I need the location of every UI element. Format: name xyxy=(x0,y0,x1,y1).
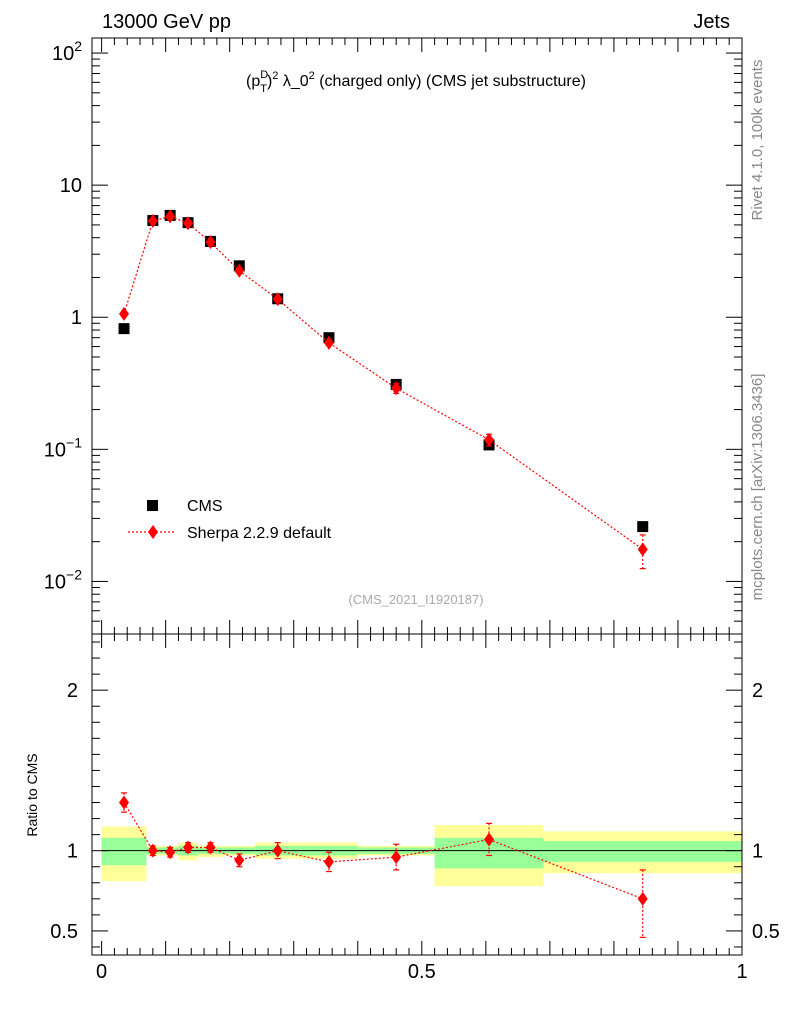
ratio-y-tick-label: 1 xyxy=(67,841,78,863)
main-y-tick-label: 10−2 xyxy=(44,566,82,593)
ratio-y-tick-label-right: 0.5 xyxy=(752,921,780,943)
legend-mc-marker xyxy=(148,525,158,539)
mc-data-point xyxy=(183,216,194,231)
cms-data-point xyxy=(118,323,130,335)
ratio-mc-point xyxy=(165,845,176,860)
mc-data-point xyxy=(165,209,176,224)
mc-data-point xyxy=(637,542,648,557)
cms-data-point xyxy=(637,521,649,533)
main-frame xyxy=(91,37,743,635)
mcplots-label: mcplots.cern.ch [arXiv:1306.3436] xyxy=(749,374,766,601)
ratio-mc-point xyxy=(484,832,495,847)
title-part-sup-2: 2 xyxy=(272,70,278,82)
title-part-sup-d: D xyxy=(260,69,268,81)
ratio-ylabel: Ratio to CMS xyxy=(24,753,40,836)
ratio-frame xyxy=(91,633,743,956)
mc-data-point xyxy=(147,214,158,229)
ratio-y-tick-label-right: 2 xyxy=(752,680,763,702)
mc-data-point xyxy=(234,263,245,278)
ratio-band-inner xyxy=(543,841,742,862)
ratio-x-tick-label: 0.5 xyxy=(408,961,436,983)
header-right: Jets xyxy=(693,11,730,33)
ratio-mc-point xyxy=(234,853,245,868)
mc-data-point xyxy=(323,335,334,350)
main-panel-layer xyxy=(91,37,743,956)
ratio-x-tick-label: 1 xyxy=(736,961,747,983)
plot-title: (pD T)2 λ_02 (charged only) (CMS jet subs… xyxy=(246,69,586,95)
ratio-y-tick-label: 2 xyxy=(67,680,78,702)
title-part-sup-2b: 2 xyxy=(309,70,315,82)
title-part-sub-t: T xyxy=(260,83,267,95)
mc-data-point xyxy=(119,306,130,321)
ratio-y-tick-label-right: 1 xyxy=(752,841,763,863)
main-y-tick-label: 1 xyxy=(71,307,82,329)
legend-cms-label: CMS xyxy=(187,498,223,515)
ratio-mc-point xyxy=(391,850,402,865)
legend: CMS Sherpa 2.2.9 default xyxy=(128,498,332,542)
ratio-mc-line xyxy=(123,802,643,900)
ratio-mc-point xyxy=(183,840,194,855)
ratio-mc-point xyxy=(147,843,158,858)
mc-data-point xyxy=(484,432,495,447)
ratio-mc-point xyxy=(272,843,283,858)
legend-cms-marker xyxy=(147,500,158,511)
mc-data-point xyxy=(272,292,283,307)
title-part-lambda: λ_0 xyxy=(278,73,308,90)
ratio-mc-point xyxy=(119,795,130,810)
ratio-y-tick-label: 0.5 xyxy=(50,921,78,943)
legend-mc-label: Sherpa 2.2.9 default xyxy=(187,525,332,542)
main-y-tick-label: 10−1 xyxy=(44,434,82,461)
ratio-mc-point xyxy=(205,840,216,855)
title-part-rest: ) xyxy=(267,73,272,90)
ratio-band-inner xyxy=(101,837,147,866)
ratio-mc-point xyxy=(323,854,334,869)
mc-data-point xyxy=(205,235,216,250)
title-part-base: (p xyxy=(246,73,260,90)
ratio-x-tick-label: 0 xyxy=(96,961,107,983)
mc-data-point xyxy=(391,381,402,396)
ratio-mc-point xyxy=(637,891,648,906)
main-y-tick-label: 102 xyxy=(52,38,82,65)
header-left: 13000 GeV pp xyxy=(102,11,231,33)
title-part-tail: (charged only) (CMS jet substructure) xyxy=(315,73,586,90)
main-y-tick-label: 10 xyxy=(60,175,82,197)
rivet-label: Rivet 4.1.0, 100k events xyxy=(749,60,766,221)
analysis-label: (CMS_2021_I1920187) xyxy=(348,592,483,607)
